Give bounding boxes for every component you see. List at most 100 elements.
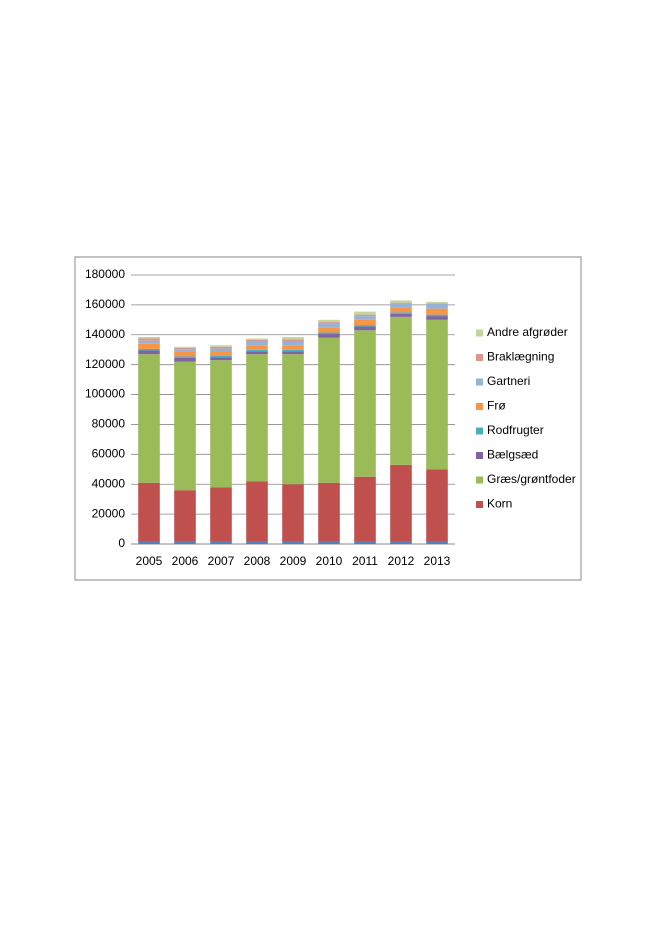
y-tick-label: 160000	[85, 297, 125, 311]
bar-segment	[246, 340, 268, 342]
bar-segment	[282, 349, 304, 352]
bar-segment	[426, 301, 448, 304]
bar-segment	[318, 332, 340, 335]
bar-segment	[282, 351, 304, 355]
legend-swatch	[476, 378, 483, 386]
bar-segment	[282, 339, 304, 342]
bar-segment	[318, 323, 340, 328]
bar-segment	[318, 482, 340, 542]
bar-segment	[174, 357, 196, 362]
x-tick-label: 2012	[388, 554, 415, 568]
x-tick-label: 2009	[280, 554, 307, 568]
legend-label: Gartneri	[487, 374, 530, 388]
x-tick-label: 2011	[352, 554, 378, 568]
bar-segment	[390, 541, 412, 544]
bar-segment	[354, 311, 376, 315]
bar-segment	[354, 541, 376, 544]
bar-segment	[318, 327, 340, 333]
bar-segment	[426, 314, 448, 317]
bar-segment	[138, 350, 160, 355]
bar-segment	[282, 484, 304, 542]
bar-segment	[426, 303, 448, 309]
bar-segment	[426, 469, 448, 542]
x-tick-label: 2008	[244, 554, 271, 568]
legend-label: Bælgsæd	[487, 448, 538, 462]
bar-segment	[246, 345, 268, 350]
bar-segment	[246, 338, 268, 341]
legend-label: Rodfrugter	[487, 423, 544, 437]
bar-segment	[138, 338, 160, 341]
bar-segment	[354, 476, 376, 542]
bar-segment	[246, 354, 268, 482]
bar-segment	[318, 337, 340, 483]
bar-segment	[354, 326, 376, 331]
y-tick-label: 60000	[92, 447, 126, 461]
bar-segment	[282, 345, 304, 350]
bar-segment	[246, 349, 268, 352]
bar-segment	[426, 316, 448, 320]
legend-label: Græs/grøntfoder	[487, 472, 576, 486]
bar-segment	[390, 312, 412, 314]
bar-segment	[138, 482, 160, 542]
bar-segment	[210, 360, 232, 488]
bar-segment	[390, 316, 412, 465]
bar-segment	[354, 316, 376, 320]
bar-segment	[174, 356, 196, 358]
legend-swatch	[476, 427, 483, 435]
x-tick-label: 2006	[172, 554, 199, 568]
bar-segment	[210, 348, 232, 352]
bar-segment	[354, 330, 376, 477]
legend-swatch	[476, 354, 483, 361]
bar-segment	[318, 334, 340, 338]
bar-segment	[174, 347, 196, 350]
bar-segment	[282, 541, 304, 544]
bar-segment	[210, 346, 232, 349]
bar-segment	[210, 355, 232, 358]
bar-segment	[390, 313, 412, 317]
legend-swatch	[476, 403, 483, 410]
x-tick-label: 2013	[424, 554, 451, 568]
x-tick-label: 2007	[208, 554, 235, 568]
legend-swatch	[476, 501, 483, 508]
bar-segment	[138, 340, 160, 344]
bar-segment	[318, 322, 340, 324]
y-tick-label: 0	[118, 536, 125, 550]
bar-segment	[390, 303, 412, 308]
bar-segment	[282, 337, 304, 340]
y-tick-label: 100000	[85, 387, 125, 401]
bar-segment	[426, 541, 448, 544]
bar-segment	[174, 361, 196, 491]
bar-segment	[246, 341, 268, 346]
y-tick-label: 180000	[85, 267, 125, 281]
bar-segment	[390, 302, 412, 304]
bar-segment	[390, 300, 412, 303]
y-tick-label: 40000	[92, 476, 126, 490]
bar-segment	[390, 307, 412, 313]
y-tick-label: 80000	[92, 417, 126, 431]
legend-swatch	[476, 329, 483, 337]
bar-segment	[210, 487, 232, 542]
bar-segment	[174, 490, 196, 542]
x-tick-label: 2010	[316, 554, 343, 568]
bar-segment	[210, 345, 232, 347]
bar-segment	[390, 464, 412, 542]
bar-segment	[138, 337, 160, 339]
bar-segment	[174, 351, 196, 357]
y-tick-label: 20000	[92, 506, 126, 520]
y-tick-label: 140000	[85, 327, 125, 341]
bar-segment	[174, 346, 196, 348]
bar-segment	[138, 348, 160, 351]
y-tick-label: 120000	[85, 357, 125, 371]
bar-segment	[210, 541, 232, 544]
legend-swatch	[476, 452, 483, 459]
x-tick-label: 2005	[136, 554, 163, 568]
bar-segment	[246, 481, 268, 542]
bar-segment	[354, 314, 376, 317]
bar-segment	[246, 351, 268, 355]
bar-segment	[138, 541, 160, 544]
bar-segment	[318, 319, 340, 323]
legend-label: Frø	[487, 399, 506, 413]
bar-segment	[138, 354, 160, 483]
